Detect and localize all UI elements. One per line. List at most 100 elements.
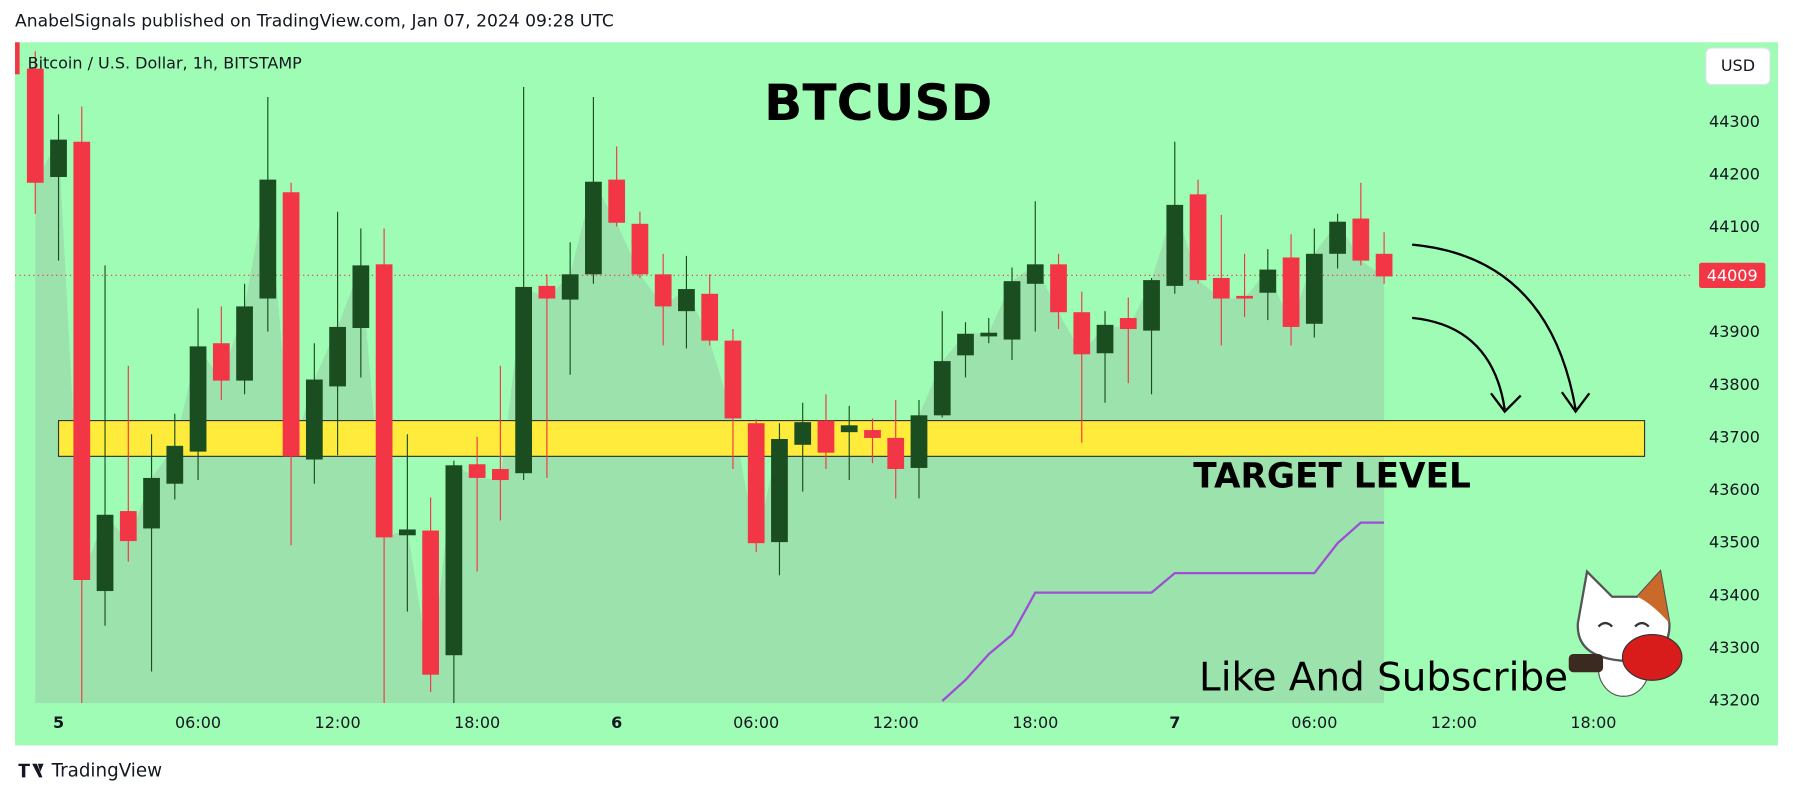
logo — [18, 763, 44, 778]
candle-body — [375, 264, 393, 538]
candle-body — [1143, 280, 1160, 331]
candle-body — [1096, 324, 1114, 354]
x-tick-label: 06:00 — [1291, 713, 1337, 732]
x-tick-label: 18:00 — [454, 713, 500, 732]
plot — [15, 51, 1692, 704]
candle-body — [840, 425, 858, 433]
candle-body — [887, 437, 905, 469]
candle-body — [259, 179, 277, 299]
candle-body — [1375, 253, 1393, 277]
candle-body — [445, 465, 463, 656]
candle-body — [910, 415, 928, 468]
candle-body — [398, 529, 416, 536]
candle-body — [724, 340, 742, 419]
candle-body — [1305, 253, 1323, 324]
candle-body — [864, 430, 881, 438]
x-tick-label: 18:00 — [1012, 713, 1058, 732]
candle-body — [1026, 264, 1044, 284]
x-tick-label: 12:00 — [315, 713, 361, 732]
y-tick-label: 43800 — [1709, 375, 1760, 394]
x-tick-label: 6 — [611, 713, 622, 732]
candle-body — [1166, 204, 1184, 286]
overlay: 43200 43300 43400 43500 43600 43700 43800 43900… — [15, 42, 1766, 732]
candle-body — [236, 306, 253, 381]
candle-body — [352, 265, 370, 328]
arrow — [1412, 243, 1577, 410]
y-tick-label: 43700 — [1709, 427, 1760, 446]
candle-body — [282, 192, 300, 457]
candle-body — [515, 286, 533, 474]
x-tick-label: 5 — [53, 713, 64, 732]
candle-body — [1073, 312, 1091, 355]
candle-body — [771, 438, 788, 543]
cat-sticker — [1568, 569, 1683, 697]
candle-body — [119, 511, 137, 542]
candle-body — [50, 139, 67, 177]
arrow-head — [1490, 392, 1522, 414]
candle-body — [1189, 194, 1207, 281]
y-tick-label: 44100 — [1709, 217, 1760, 236]
edge-marker — [15, 42, 20, 75]
candle-body — [143, 477, 160, 529]
arrow — [1411, 316, 1506, 410]
candle-body — [96, 514, 114, 592]
candle-body — [678, 289, 695, 312]
y-tick-label: 43400 — [1709, 585, 1760, 604]
header: AnabelSignals published on TradingView.c… — [15, 12, 614, 32]
candle-body — [1003, 281, 1021, 340]
indicator-line — [941, 521, 1385, 702]
x-tick-label: 12:00 — [1431, 713, 1477, 732]
candle-body — [1119, 317, 1137, 330]
candle-body — [166, 445, 184, 484]
candle-body — [933, 361, 951, 416]
candle-body — [492, 468, 509, 481]
candle-body — [1329, 221, 1346, 254]
candle-body — [1050, 264, 1067, 313]
x-tick-label: 06:00 — [733, 713, 779, 732]
symbol: Bitcoin / U.S. Dollar, 1h, BITSTAMP — [28, 54, 303, 73]
arrow-head — [1560, 391, 1591, 414]
candle-body — [561, 274, 579, 300]
currency[interactable]: USD — [1721, 56, 1755, 75]
chart-title: BTCUSD — [764, 73, 992, 132]
candle-body — [794, 422, 812, 445]
candle-body — [1259, 269, 1277, 293]
candle-body — [957, 333, 974, 356]
x-tick-label: 7 — [1169, 713, 1180, 732]
candle-body — [189, 346, 207, 452]
candle-body — [305, 379, 323, 460]
candle-body — [422, 530, 439, 675]
candle-body — [1212, 278, 1230, 299]
last-price-label: 44009 — [1707, 266, 1758, 285]
y-tick-label: 43200 — [1709, 691, 1760, 710]
y-tick-label: 43600 — [1709, 480, 1760, 499]
candle-body — [1282, 257, 1300, 327]
x-tick-label: 06:00 — [175, 713, 221, 732]
y-tick-label: 44300 — [1709, 112, 1760, 131]
candle-body — [468, 464, 486, 478]
footer: TradingView — [51, 761, 163, 782]
last-price-box — [1699, 262, 1766, 288]
candle-body — [73, 141, 91, 580]
candle-body — [1352, 218, 1370, 261]
y-tick-label: 44200 — [1709, 164, 1760, 183]
x-tick-label: 12:00 — [873, 713, 919, 732]
y-tick-label: 43300 — [1709, 638, 1760, 657]
x-tick-label: 18:00 — [1570, 713, 1616, 732]
candle-body — [980, 332, 998, 337]
y-tick-label: 43500 — [1709, 533, 1760, 552]
candle-body — [329, 326, 346, 387]
candle-body — [212, 343, 230, 381]
currency-button[interactable] — [1705, 47, 1771, 86]
candle-body — [747, 423, 765, 544]
annotation: Like And Subscribe — [1199, 656, 1568, 701]
candle-body — [631, 223, 649, 275]
candle-body — [585, 181, 602, 275]
candle-body — [1236, 295, 1253, 299]
candle-body — [701, 293, 719, 341]
candle-body — [817, 420, 835, 453]
candle-body — [538, 285, 556, 299]
y-tick-label: 43900 — [1709, 322, 1760, 341]
